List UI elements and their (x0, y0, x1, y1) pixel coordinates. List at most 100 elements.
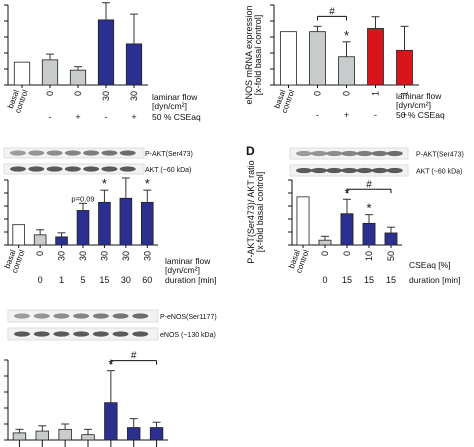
bar (81, 434, 95, 441)
bar (41, 59, 59, 86)
row-label: 50 % CSEaq (396, 110, 445, 120)
blot-band (386, 150, 403, 157)
category-label: 30 (129, 91, 139, 101)
blot-band (356, 167, 373, 174)
panel-enos-phospho: P-eNOS(Ser1177) eNOS (~130 kDa) * # (0, 300, 230, 447)
bar (12, 432, 27, 441)
annotation: * (145, 176, 150, 191)
panel-enos-mrna: eNOS mRNA expression [x-fold basal contro… (244, 0, 474, 130)
blot-band (10, 150, 26, 156)
category-label: 1 (371, 91, 381, 96)
category-label: 30 (99, 251, 109, 261)
blot-label: P-eNOS(Ser1177) (160, 314, 217, 321)
chart-enos-mrna: eNOS mRNA expression [x-fold basal contro… (244, 4, 445, 120)
blot-band (33, 331, 50, 337)
y-axis-label: P-AKT(Ser473)/ AKT ratio (246, 160, 256, 263)
category-label: 0 (45, 91, 55, 96)
blot-band (64, 166, 81, 172)
bar (125, 43, 143, 86)
blot-band (28, 150, 45, 156)
row-label: laminar flow (396, 91, 442, 101)
blot-band (101, 166, 118, 172)
bar (318, 239, 332, 246)
row-value: - (49, 112, 52, 122)
bar (98, 201, 111, 246)
blot-band (119, 150, 136, 156)
blot-band (326, 167, 343, 174)
blot-band (73, 313, 90, 319)
blot-band (341, 150, 358, 157)
blot-band (296, 167, 312, 174)
row-value: 60 (142, 275, 152, 285)
bar (55, 236, 68, 246)
blot-label: AKT (~60 kDa) (416, 169, 462, 176)
row-label: 50 % CSEaq (152, 112, 201, 122)
annotation: # (329, 6, 335, 17)
blot-band (14, 313, 30, 319)
blot-band (112, 331, 129, 337)
annotation: * (102, 176, 107, 191)
row-value: + (344, 110, 349, 120)
blot-band (132, 331, 149, 337)
blot-band (386, 167, 403, 174)
row-value: 0 (322, 275, 327, 285)
category-label: 30 (78, 251, 88, 261)
category-label: 30 (142, 251, 152, 261)
blot-band (46, 166, 63, 172)
bar (149, 427, 164, 441)
category-label: 30 (101, 91, 111, 101)
blot-band (112, 313, 129, 319)
panel-d-label: D (246, 144, 255, 158)
blot-band (14, 331, 30, 337)
bar (384, 232, 398, 246)
panel-akt-timecourse: P-AKT(Ser473) AKT (~60 kDa) basal control 0 3… (0, 140, 230, 300)
bar (367, 28, 384, 86)
blot-band (371, 167, 388, 174)
category-label: 0 (35, 251, 45, 256)
category-label: 0 (73, 91, 83, 96)
blot-band (132, 313, 149, 319)
blot-band (341, 167, 358, 174)
bar (104, 402, 118, 441)
panel-d-akt-ratio: D P-AKT(Ser473) AKT (~60 kDa) P-AKT(Ser473… (244, 140, 474, 300)
annotation: * (344, 28, 349, 43)
row-label: duration [min] (165, 275, 217, 285)
bar (58, 428, 72, 441)
row-label: CSEaq [%] (409, 260, 451, 270)
bar (280, 31, 297, 86)
row-value: 15 (342, 275, 352, 285)
row-value: 0 (38, 275, 43, 285)
annotation: * (103, 0, 108, 4)
category-label: 30 (121, 251, 131, 261)
bar (127, 427, 141, 441)
y-axis-label: eNOS mRNA expression (244, 5, 254, 104)
bar (69, 69, 87, 86)
bar (362, 222, 376, 246)
category-label: 1 (400, 91, 410, 96)
bar (33, 234, 47, 246)
blot-band (53, 331, 70, 337)
bar (338, 56, 355, 86)
category-label: 50 (386, 251, 396, 261)
blot-band (83, 150, 100, 156)
blot-band (326, 150, 343, 157)
blot-band (73, 331, 90, 337)
blot-band (371, 150, 388, 157)
blot-band (83, 166, 100, 172)
category-label: 0 (313, 91, 323, 96)
blot-band (92, 313, 109, 319)
row-value: - (105, 112, 108, 122)
bar (340, 213, 354, 246)
annotation: # (131, 351, 137, 362)
row-label: laminar flow (152, 92, 198, 102)
row-value: 15 (386, 275, 396, 285)
blot-band (10, 166, 26, 172)
bar (396, 49, 413, 86)
row-label: laminar flow (165, 256, 211, 266)
row-value: 15 (99, 275, 109, 285)
bar (76, 210, 90, 246)
bar (140, 201, 154, 246)
bar (12, 224, 26, 246)
row-label: [dyn/cm²] (152, 101, 187, 111)
